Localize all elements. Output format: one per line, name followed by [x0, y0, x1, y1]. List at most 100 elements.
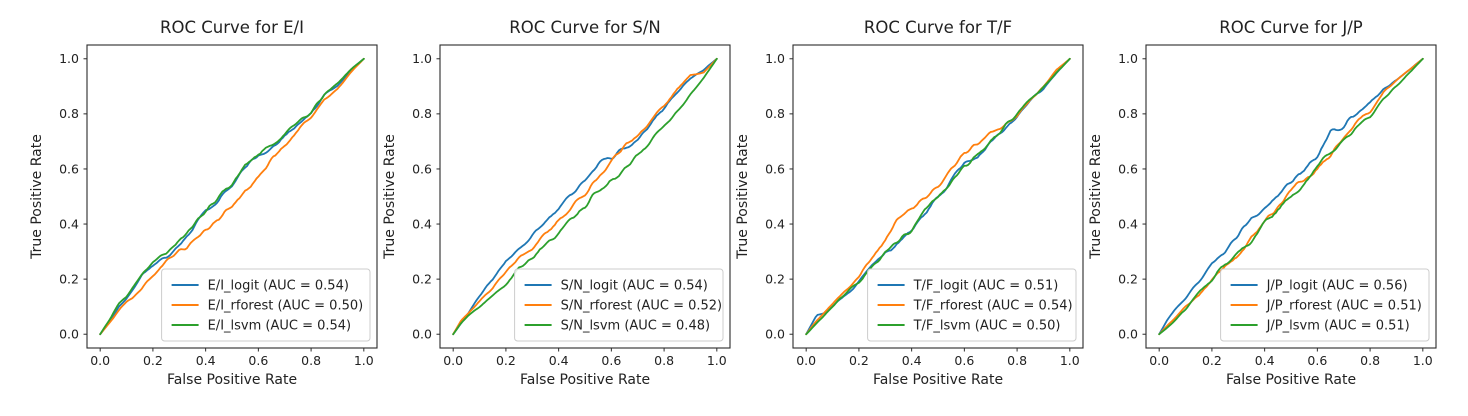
legend-entry: S/N_lsvm (AUC = 0.48) — [524, 319, 710, 334]
legend-entry: J/P_rforest (AUC = 0.51) — [1230, 299, 1422, 314]
x-axis-label: False Positive Rate — [873, 372, 1003, 388]
legend: T/F_logit (AUC = 0.51) T/F_rforest (AUC =… — [867, 268, 1077, 342]
legend-entry: T/F_logit (AUC = 0.51) — [877, 279, 1059, 294]
x-tick-label: 0.2 — [849, 353, 869, 368]
series-line-ei-1 — [99, 57, 365, 336]
y-tick-label: 1.0 — [765, 51, 785, 66]
legend-label: T/F_lsvm (AUC = 0.50) — [913, 319, 1061, 334]
legend-entry: E/I_logit (AUC = 0.54) — [171, 279, 349, 294]
series-line-sn-2 — [452, 57, 718, 336]
legend-entry: T/F_lsvm (AUC = 0.50) — [877, 319, 1061, 334]
x-axis-label: False Positive Rate — [167, 372, 297, 388]
x-tick-label: 0.6 — [1307, 353, 1327, 368]
series-line-ei-2 — [99, 57, 365, 336]
legend-box — [161, 268, 371, 342]
y-tick-label: 0.0 — [765, 327, 785, 342]
x-axis-label: False Positive Rate — [520, 372, 650, 388]
y-tick-label: 0.6 — [1118, 161, 1138, 176]
x-axis-label: False Positive Rate — [1226, 372, 1356, 388]
legend-label: S/N_logit (AUC = 0.54) — [561, 279, 708, 294]
y-tick-label: 0.0 — [412, 327, 432, 342]
x-tick-label: 0.8 — [654, 353, 674, 368]
y-tick-label: 0.8 — [765, 106, 785, 121]
legend: J/P_logit (AUC = 0.56) J/P_rforest (AUC =… — [1220, 268, 1430, 342]
x-tick-label: 0.2 — [1202, 353, 1222, 368]
legend-box — [867, 268, 1077, 342]
y-axis-label: True Positive Rate — [1088, 134, 1104, 260]
y-tick-label: 0.6 — [412, 161, 432, 176]
subplot-roc-ei: ROC Curve for E/I 0.0 0.2 0.4 0.6 0.8 1.0 0.0 0.… — [29, 18, 378, 388]
x-tick-label: 0.6 — [601, 353, 621, 368]
x-tick-label: 0.0 — [443, 353, 463, 368]
y-tick-label: 0.0 — [1118, 327, 1138, 342]
legend-entry: J/P_lsvm (AUC = 0.51) — [1230, 319, 1410, 334]
legend-label: S/N_rforest (AUC = 0.52) — [561, 299, 723, 314]
y-tick-label: 0.8 — [1118, 106, 1138, 121]
x-tick-label: 1.0 — [1413, 353, 1433, 368]
x-tick-label: 0.6 — [954, 353, 974, 368]
y-axis-label: True Positive Rate — [382, 134, 398, 260]
series-line-sn-1 — [452, 57, 718, 336]
legend-entry: E/I_lsvm (AUC = 0.54) — [171, 319, 352, 334]
y-tick-label: 0.4 — [765, 216, 785, 231]
axes-frame — [1145, 44, 1437, 349]
subplot-roc-tf: ROC Curve for T/F 0.0 0.2 0.4 0.6 0.8 1.0 0.0 0.… — [735, 18, 1084, 388]
y-tick-label: 1.0 — [59, 51, 79, 66]
legend-entry: S/N_rforest (AUC = 0.52) — [524, 299, 723, 314]
plot-title: ROC Curve for E/I — [160, 18, 304, 37]
y-tick-label: 0.4 — [1118, 216, 1138, 231]
series-line-jp-2 — [1158, 57, 1424, 336]
x-tick-label: 0.4 — [549, 353, 569, 368]
x-tick-label: 1.0 — [1060, 353, 1080, 368]
subplot-roc-jp: ROC Curve for J/P 0.0 0.2 0.4 0.6 0.8 1.0 0.0 0.… — [1088, 18, 1437, 388]
x-tick-label: 1.0 — [707, 353, 727, 368]
x-tick-label: 0.2 — [496, 353, 516, 368]
y-axis-label: True Positive Rate — [735, 134, 751, 260]
x-tick-label: 0.0 — [90, 353, 110, 368]
y-tick-label: 1.0 — [412, 51, 432, 66]
legend-label: J/P_logit (AUC = 0.56) — [1266, 279, 1408, 294]
plot-title: ROC Curve for T/F — [864, 18, 1012, 37]
legend-label: J/P_lsvm (AUC = 0.51) — [1266, 319, 1410, 334]
axes-frame — [439, 44, 731, 349]
x-tick-label: 0.4 — [196, 353, 216, 368]
subplot-roc-sn: ROC Curve for S/N 0.0 0.2 0.4 0.6 0.8 1.0 0.0 0.… — [382, 18, 731, 388]
y-tick-label: 0.2 — [1118, 271, 1138, 286]
y-axis-label: True Positive Rate — [29, 134, 45, 260]
y-tick-label: 0.8 — [59, 106, 79, 121]
x-tick-label: 1.0 — [354, 353, 374, 368]
axes-frame — [792, 44, 1084, 349]
legend-label: T/F_logit (AUC = 0.51) — [913, 279, 1059, 294]
series-line-jp-0 — [1158, 57, 1424, 336]
legend-entry: T/F_rforest (AUC = 0.54) — [877, 299, 1073, 314]
y-tick-label: 0.0 — [59, 327, 79, 342]
x-tick-label: 0.4 — [1255, 353, 1275, 368]
series-line-tf-1 — [805, 57, 1071, 336]
x-tick-label: 0.2 — [143, 353, 163, 368]
series-line-tf-2 — [805, 57, 1071, 336]
series-line-jp-1 — [1158, 57, 1424, 336]
y-tick-label: 0.4 — [59, 216, 79, 231]
legend-entry: E/I_rforest (AUC = 0.50) — [171, 299, 364, 314]
legend: E/I_logit (AUC = 0.54) E/I_rforest (AUC =… — [161, 268, 371, 342]
y-tick-label: 1.0 — [1118, 51, 1138, 66]
legend-label: E/I_rforest (AUC = 0.50) — [208, 299, 364, 314]
legend-label: E/I_logit (AUC = 0.54) — [208, 279, 349, 294]
legend: S/N_logit (AUC = 0.54) S/N_rforest (AUC =… — [514, 268, 724, 342]
x-tick-label: 0.0 — [1149, 353, 1169, 368]
x-tick-label: 0.8 — [1007, 353, 1027, 368]
x-tick-label: 0.4 — [902, 353, 922, 368]
legend-label: E/I_lsvm (AUC = 0.54) — [208, 319, 352, 334]
legend-box — [1220, 268, 1430, 342]
plot-title: ROC Curve for J/P — [1219, 18, 1362, 37]
legend-entry: S/N_logit (AUC = 0.54) — [524, 279, 708, 294]
y-tick-label: 0.6 — [765, 161, 785, 176]
series-line-sn-0 — [452, 57, 718, 336]
axes-frame — [86, 44, 378, 349]
legend-label: T/F_rforest (AUC = 0.54) — [913, 299, 1073, 314]
x-tick-label: 0.0 — [796, 353, 816, 368]
x-tick-label: 0.8 — [1360, 353, 1380, 368]
x-tick-label: 0.6 — [248, 353, 268, 368]
